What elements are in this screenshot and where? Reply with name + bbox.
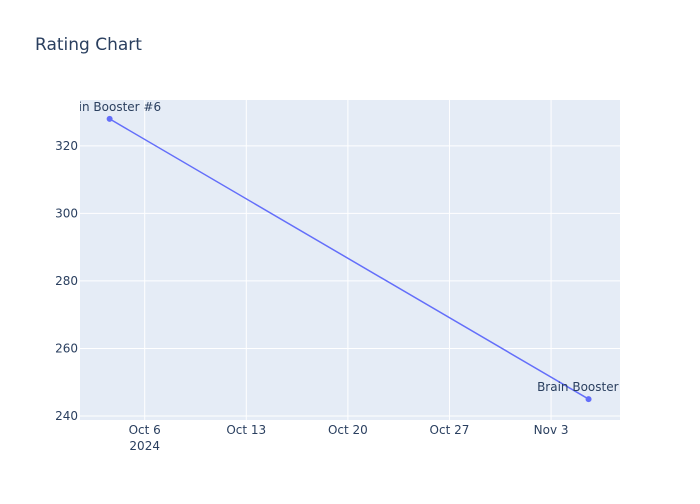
x-tick-label: Oct 20 (328, 423, 368, 437)
y-tick-label: 240 (55, 409, 78, 423)
y-tick-label: 300 (55, 206, 78, 220)
y-tick-label: 320 (55, 139, 78, 153)
x-tick-label: Oct 27 (430, 423, 470, 437)
y-tick-label: 280 (55, 274, 78, 288)
marks: Brain Booster #6 Brain Booster #7 (58, 100, 640, 403)
line (109, 118, 589, 400)
chart-title: Rating Chart (35, 35, 142, 55)
x-tick-label: Oct 6 (129, 423, 161, 437)
grid (80, 100, 620, 420)
point-label: Brain Booster #7 (537, 380, 640, 394)
x-tick-label: Oct 13 (226, 423, 266, 437)
x-year-label: 2024 (129, 439, 160, 453)
point-label: Brain Booster #6 (58, 100, 161, 114)
x-tick-label: Nov 3 (534, 423, 569, 437)
y-tick-label: 260 (55, 341, 78, 355)
point (585, 396, 592, 403)
point (106, 115, 113, 122)
